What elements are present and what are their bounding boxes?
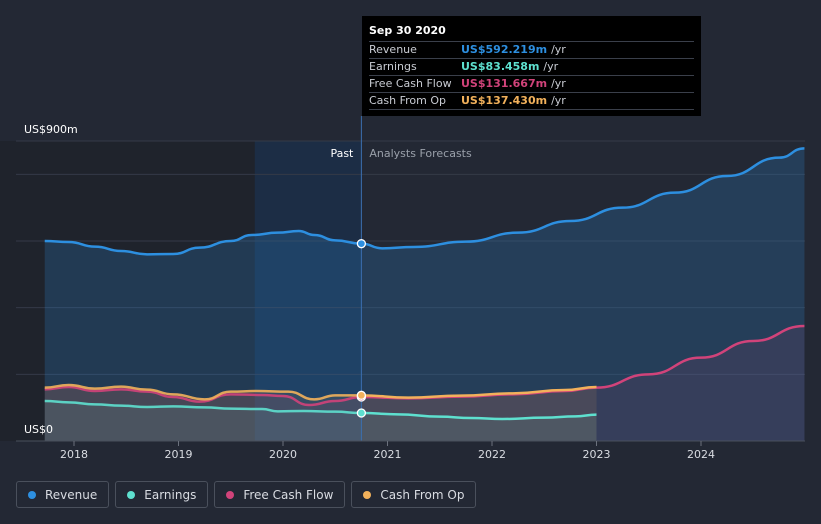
tooltip-unit: /yr — [543, 60, 559, 73]
legend-item-free-cash-flow[interactable]: Free Cash Flow — [214, 481, 346, 508]
tooltip-unit: /yr — [551, 94, 566, 107]
forecast-label: Analysts Forecasts — [369, 147, 472, 160]
series-line-forecast-earnings — [361, 411, 597, 421]
tooltip-row-earnings: Earnings US$83.458m /yr — [369, 59, 694, 76]
legend: Revenue Earnings Free Cash Flow Cash Fro… — [16, 481, 477, 508]
tooltip-row-revenue: Revenue US$592.219m /yr — [369, 42, 694, 59]
legend-label: Earnings — [144, 487, 197, 502]
x-tick-label: 2024 — [687, 448, 715, 461]
legend-label: Revenue — [45, 487, 98, 502]
x-tick-label: 2021 — [374, 448, 402, 461]
tooltip-label: Free Cash Flow — [369, 77, 452, 90]
chart-background — [0, 141, 362, 441]
x-tick-label: 2018 — [60, 448, 88, 461]
legend-dot-icon — [28, 490, 36, 499]
tooltip-label: Earnings — [369, 60, 417, 73]
legend-item-earnings[interactable]: Earnings — [115, 481, 209, 508]
tooltip-value: US$83.458m — [461, 60, 540, 73]
legend-dot-icon — [127, 490, 136, 499]
marker-cash-from-op — [356, 390, 367, 400]
tooltip-unit: /yr — [551, 43, 566, 56]
series-area-earnings — [44, 401, 597, 441]
tooltip-value: US$137.430m — [461, 94, 548, 107]
series-line-forecast-revenue — [361, 147, 805, 250]
x-tick-label: 2019 — [165, 448, 193, 461]
highlight-markers — [356, 116, 367, 441]
marker-revenue — [356, 239, 367, 249]
tooltip-label: Cash From Op — [369, 94, 447, 107]
tooltip-unit: /yr — [551, 77, 566, 90]
tooltip-row-free-cash-flow: Free Cash Flow US$131.667m /yr — [369, 76, 694, 93]
legend-item-cash-from-op[interactable]: Cash From Op — [351, 481, 477, 508]
x-tick-label: 2020 — [269, 448, 297, 461]
legend-dot-icon — [226, 490, 235, 499]
series-line-past-cash-from-op — [44, 383, 362, 401]
y-max-label: US$900m — [24, 123, 78, 136]
legend-item-revenue[interactable]: Revenue — [16, 481, 110, 508]
tooltip-date: Sep 30 2020 — [369, 24, 694, 42]
past-label: Past — [330, 147, 354, 160]
series-line-past-free-cash-flow — [44, 385, 362, 407]
series-line-past-earnings — [44, 399, 362, 415]
legend-label: Free Cash Flow — [243, 487, 334, 502]
x-tick-label: 2022 — [478, 448, 506, 461]
series-line-past-revenue — [44, 229, 362, 256]
marker-earnings — [356, 408, 367, 418]
x-tick-label: 2023 — [583, 448, 611, 461]
legend-dot-icon — [363, 490, 372, 499]
y-min-label: US$0 — [24, 423, 54, 436]
x-axis: 2018 2019 2020 2021 2022 2023 2024 — [16, 440, 805, 461]
series-area-free-cash-flow — [44, 326, 805, 441]
legend-label: Cash From Op — [380, 487, 465, 502]
tooltip: Sep 30 2020 Revenue US$592.219m /yr Earn… — [362, 16, 701, 116]
series-areas — [44, 148, 805, 442]
tooltip-row-cash-from-op: Cash From Op US$137.430m /yr — [369, 93, 694, 110]
tooltip-value: US$592.219m — [461, 43, 548, 56]
series-line-forecast-cash-from-op — [361, 385, 597, 399]
series-area-revenue — [44, 148, 805, 442]
series-lines — [44, 147, 805, 421]
tooltip-value: US$131.667m — [461, 77, 548, 90]
tooltip-label: Revenue — [369, 43, 417, 56]
